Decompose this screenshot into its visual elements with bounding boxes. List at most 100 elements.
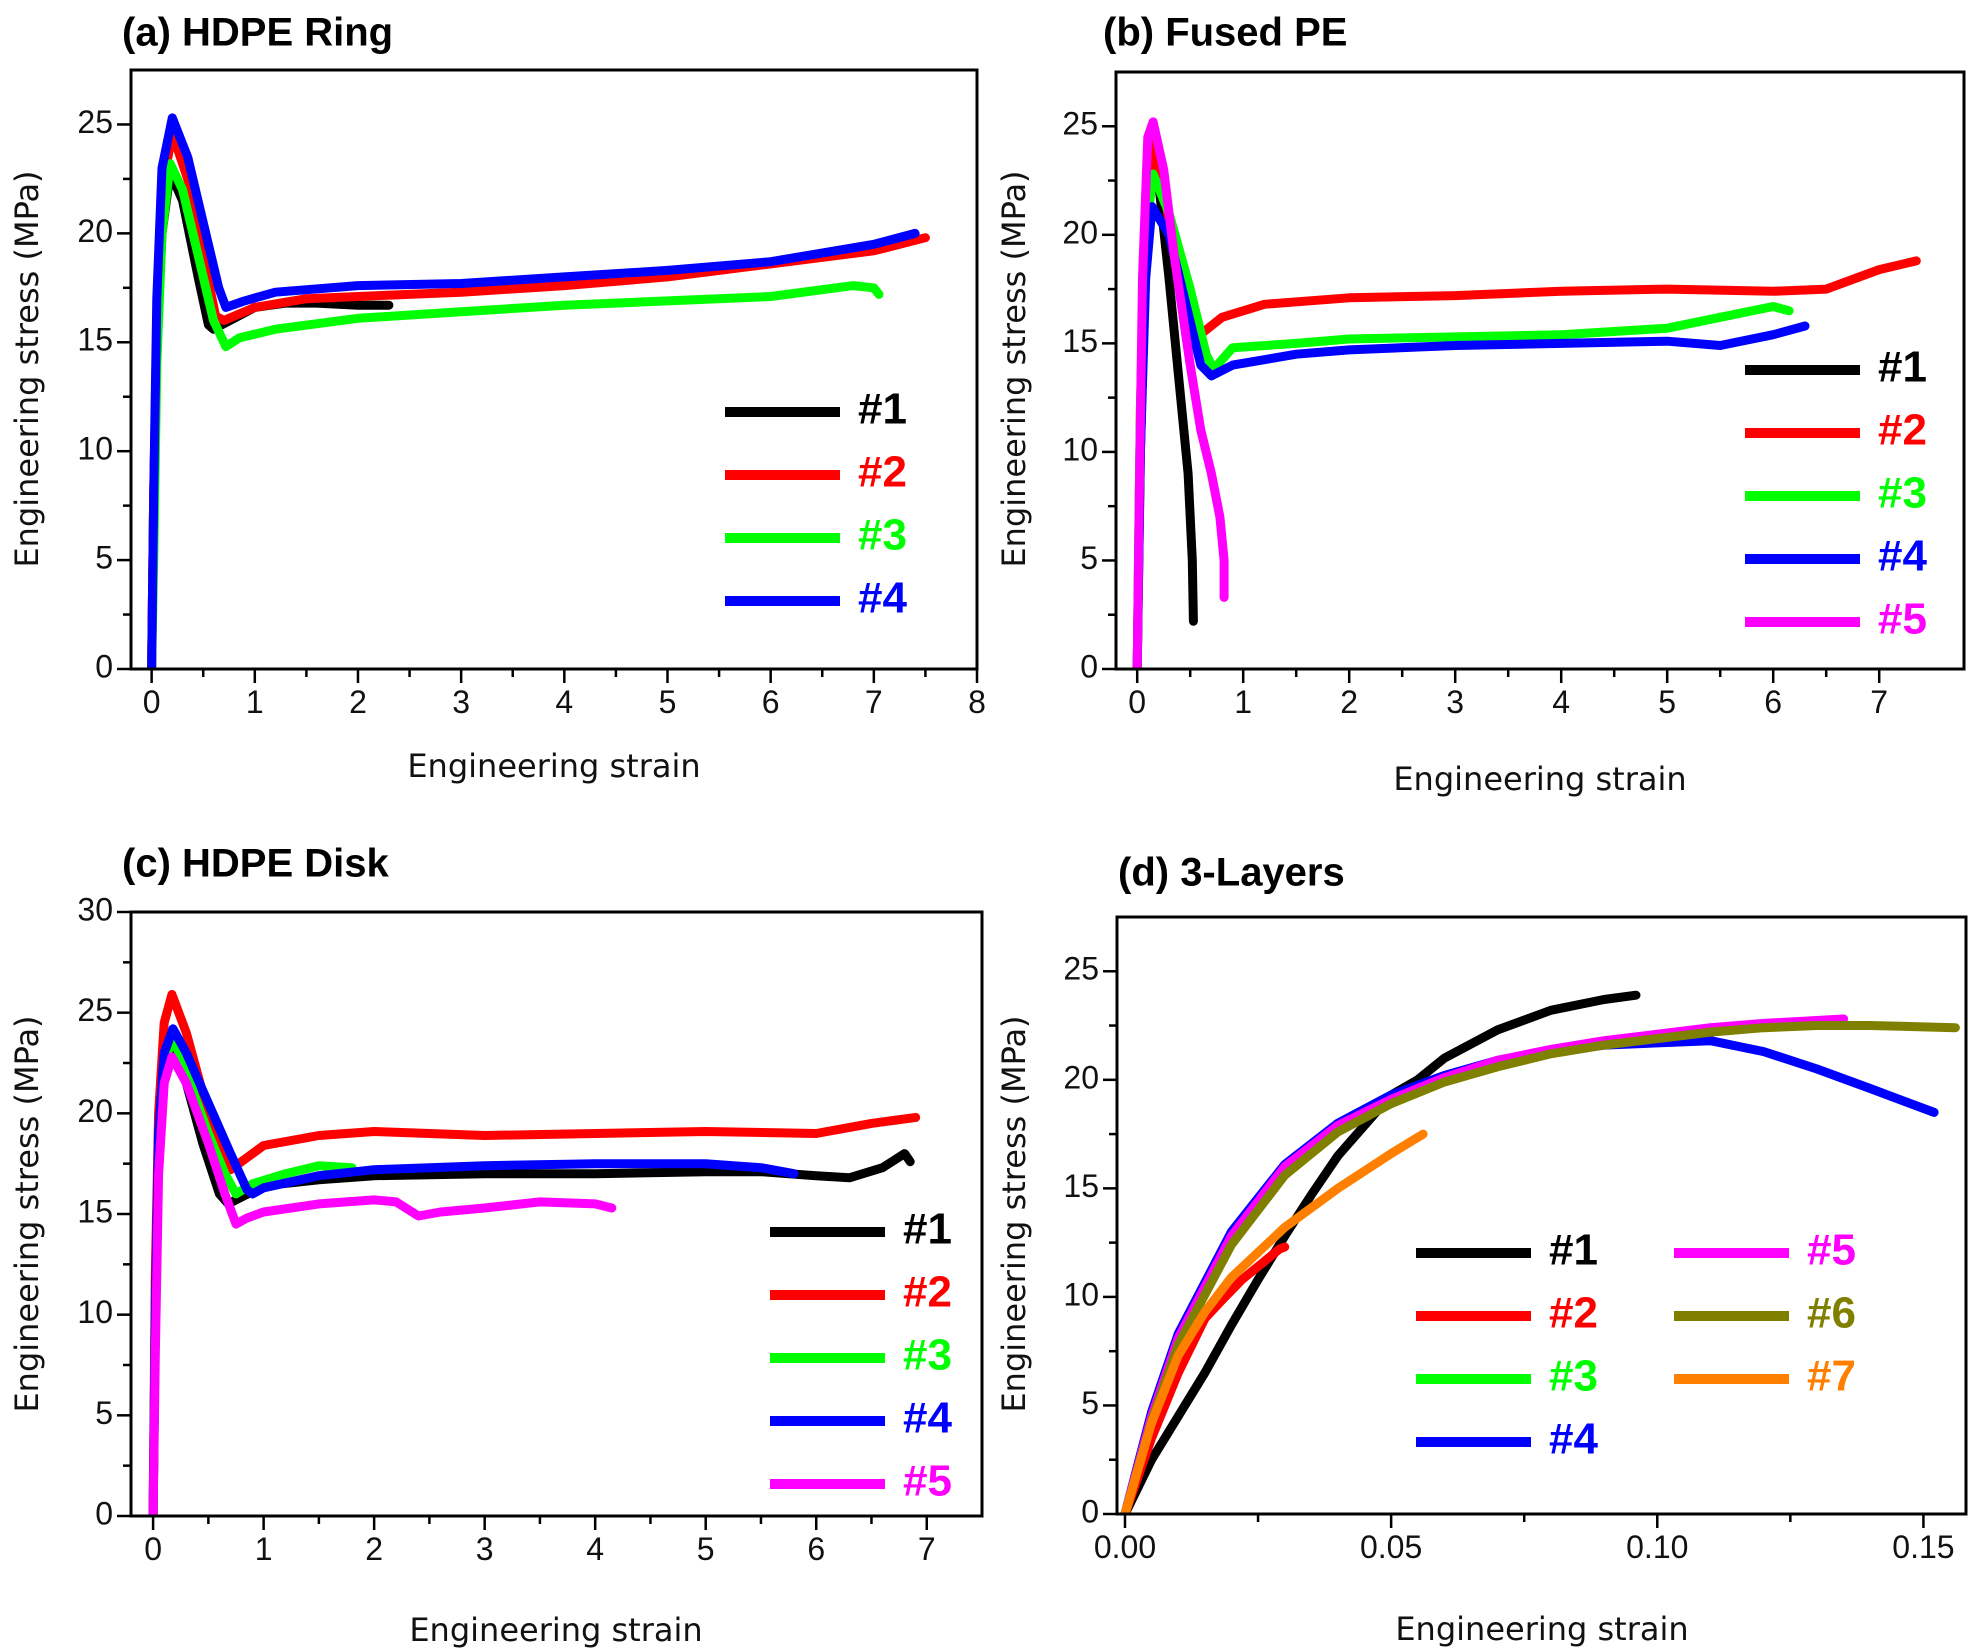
legend-label: #5 bbox=[1878, 595, 1927, 644]
y-tick-label: 25 bbox=[77, 104, 113, 140]
x-tick-label: 5 bbox=[697, 1531, 715, 1567]
x-tick-label: 3 bbox=[476, 1531, 494, 1567]
x-tick-label: 0 bbox=[144, 1531, 162, 1567]
y-tick-label: 5 bbox=[1081, 1385, 1099, 1421]
legend-label: #2 bbox=[903, 1268, 952, 1317]
x-tick-label: 1 bbox=[1234, 684, 1252, 720]
y-tick-label: 15 bbox=[1063, 1168, 1099, 1204]
y-tick-label: 10 bbox=[77, 431, 113, 467]
panel-c: (c) HDPE Disk 0 1 2 3 4 5 6 7 0 5 10 15 20 25 30 Enginee… bbox=[8, 842, 984, 1649]
legend: #1 #2 #3 #4 #5 #6 #7 bbox=[1416, 1226, 1856, 1464]
y-tick-label: 0 bbox=[1080, 648, 1098, 684]
legend-label: #2 bbox=[858, 448, 907, 497]
x-axis-label: Engineering strain bbox=[409, 1611, 702, 1649]
x-tick-label: 7 bbox=[1870, 684, 1888, 720]
legend-label: #4 bbox=[1878, 532, 1927, 581]
legend-label: #4 bbox=[858, 574, 907, 623]
x-tick-label: 4 bbox=[586, 1531, 604, 1567]
x-axis-label: Engineering strain bbox=[1393, 760, 1686, 798]
legend-label: #3 bbox=[1549, 1352, 1598, 1401]
x-tick-label: 0 bbox=[1128, 684, 1146, 720]
y-axis-label: Engineering stress (MPa) bbox=[8, 170, 46, 567]
legend-label: #1 bbox=[903, 1205, 952, 1254]
series-line-n4 bbox=[1132, 202, 1810, 669]
y-tick-label: 15 bbox=[77, 1193, 113, 1229]
legend-label: #7 bbox=[1807, 1352, 1856, 1401]
series-group bbox=[147, 113, 930, 669]
x-tick-label: 6 bbox=[762, 684, 780, 720]
legend-label: #2 bbox=[1878, 406, 1927, 455]
y-tick-label: 20 bbox=[1062, 214, 1098, 250]
y-tick-label: 10 bbox=[1062, 431, 1098, 467]
series-line-n3 bbox=[1132, 169, 1794, 669]
y-tick-label: 20 bbox=[1063, 1059, 1099, 1095]
series-group bbox=[148, 990, 921, 1516]
x-tick-label: 2 bbox=[349, 684, 367, 720]
panel-title: (d) 3-Layers bbox=[1118, 851, 1345, 895]
x-tick-label: 5 bbox=[1658, 684, 1676, 720]
y-axis-label: Engineering stress (MPa) bbox=[995, 170, 1033, 567]
y-tick-label: 0 bbox=[95, 648, 113, 684]
x-tick-label: 0.10 bbox=[1626, 1529, 1688, 1565]
series-line-n3 bbox=[148, 1032, 357, 1516]
series-line-n4 bbox=[147, 113, 920, 669]
x-tick-label: 3 bbox=[1446, 684, 1464, 720]
y-tick-label: 5 bbox=[95, 1395, 113, 1431]
x-tick-label: 8 bbox=[968, 684, 986, 720]
x-tick-label: 0.05 bbox=[1360, 1529, 1422, 1565]
x-tick-label: 6 bbox=[807, 1531, 825, 1567]
panel-title: (a) HDPE Ring bbox=[122, 11, 393, 55]
legend: #1 #2 #3 #4 #5 bbox=[1745, 343, 1927, 644]
x-tick-label: 4 bbox=[555, 684, 573, 720]
series-line-n4 bbox=[148, 1024, 799, 1516]
legend-label: #1 bbox=[1878, 343, 1927, 392]
legend-label: #5 bbox=[903, 1457, 952, 1506]
series-line-n2 bbox=[148, 990, 921, 1516]
panel-title: (b) Fused PE bbox=[1103, 11, 1347, 55]
series-group bbox=[1132, 117, 1921, 669]
x-tick-label: 0 bbox=[143, 684, 161, 720]
panel-a: (a) HDPE Ring 0 1 2 3 4 5 6 7 8 0 5 10 15 20 25 Engineer… bbox=[8, 11, 986, 785]
panel-b: (b) Fused PE 0 1 2 3 4 5 6 7 0 5 10 15 20 25 Engineerin… bbox=[995, 11, 1966, 798]
legend-label: #1 bbox=[1549, 1226, 1598, 1275]
x-axis-label: Engineering strain bbox=[407, 747, 700, 785]
y-tick-label: 20 bbox=[77, 213, 113, 249]
y-tick-label: 5 bbox=[1080, 540, 1098, 576]
panel-title: (c) HDPE Disk bbox=[122, 842, 389, 886]
x-tick-label: 1 bbox=[246, 684, 264, 720]
y-tick-label: 20 bbox=[77, 1093, 113, 1129]
legend-label: #4 bbox=[903, 1394, 952, 1443]
y-tick-label: 5 bbox=[95, 540, 113, 576]
series-line-n6 bbox=[1120, 1021, 1960, 1514]
legend-label: #3 bbox=[858, 511, 907, 560]
x-axis-label: Engineering strain bbox=[1395, 1610, 1688, 1648]
y-axis-label: Engineering stress (MPa) bbox=[995, 1015, 1033, 1412]
x-tick-label: 6 bbox=[1764, 684, 1782, 720]
panel-d: (d) 3-Layers 0.00 0.05 0.10 0.15 0 5 10 15 20 25 En… bbox=[995, 851, 1968, 1648]
x-tick-label: 1 bbox=[255, 1531, 273, 1567]
legend-label: #1 bbox=[858, 385, 907, 434]
y-tick-label: 15 bbox=[1062, 323, 1098, 359]
series-line-n2 bbox=[1120, 1242, 1290, 1514]
plot-frame bbox=[1114, 70, 1966, 671]
plot-frame bbox=[129, 68, 979, 671]
x-tick-label: 7 bbox=[918, 1531, 936, 1567]
legend: #1 #2 #3 #4 #5 bbox=[770, 1205, 952, 1506]
x-tick-label: 5 bbox=[659, 684, 677, 720]
legend-label: #3 bbox=[903, 1331, 952, 1380]
legend-label: #2 bbox=[1549, 1289, 1598, 1338]
series-line-n1 bbox=[147, 167, 394, 669]
y-tick-label: 10 bbox=[77, 1294, 113, 1330]
y-tick-label: 15 bbox=[77, 322, 113, 358]
y-tick-label: 0 bbox=[1081, 1493, 1099, 1529]
legend-label: #3 bbox=[1878, 469, 1927, 518]
series-group bbox=[1120, 990, 1960, 1514]
series-line-n1 bbox=[1120, 990, 1641, 1514]
series-line-n2 bbox=[1132, 139, 1921, 669]
y-axis-label: Engineering stress (MPa) bbox=[8, 1015, 46, 1412]
y-tick-label: 30 bbox=[77, 891, 113, 927]
legend: #1 #2 #3 #4 bbox=[725, 385, 907, 623]
x-tick-label: 3 bbox=[452, 684, 470, 720]
legend-label: #5 bbox=[1807, 1226, 1856, 1275]
